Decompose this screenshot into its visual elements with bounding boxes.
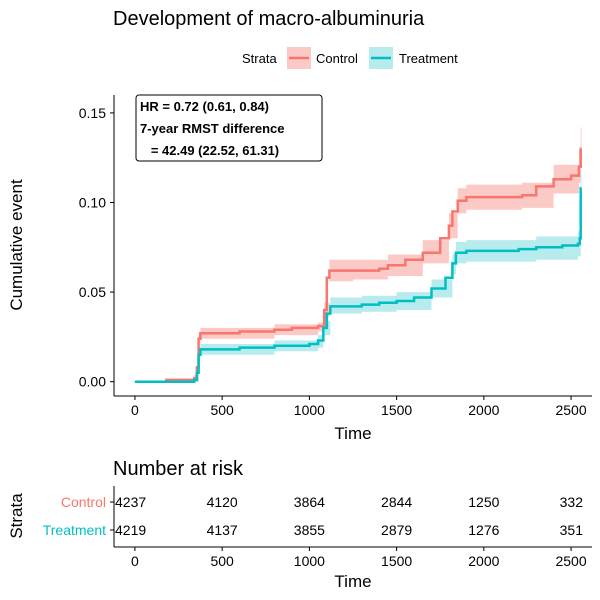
annotation-line-1: HR = 0.72 (0.61, 0.84) [140,99,269,114]
curve-control [134,147,582,383]
risk-cell-control: 2844 [381,494,412,510]
risk-table-x-axis-label: Time [334,572,371,591]
x-tick-label: 500 [210,402,234,418]
x-tick-label: 0 [131,402,139,418]
annotation-line-3: = 42.49 (22.52, 61.31) [140,143,279,158]
x-tick-label: 1500 [381,402,412,418]
curve-treatment [134,186,582,383]
risk-cell-treatment: 4137 [207,522,238,538]
risk-x-tick-label: 2500 [555,553,586,569]
x-tick-label: 2000 [468,402,499,418]
annotation-box: HR = 0.72 (0.61, 0.84) 7-year RMST diffe… [135,94,323,162]
risk-row-label-treatment: Treatment [43,522,106,538]
risk-cell-treatment: 2879 [381,522,412,538]
risk-row-label-control: Control [61,494,106,510]
annotation-line-2: 7-year RMST difference [140,121,285,136]
ci-band-control [134,127,582,382]
risk-x-tick-label: 0 [131,553,139,569]
risk-cell-treatment: 3855 [294,522,325,538]
risk-x-tick-label: 500 [210,553,234,569]
legend-key-control [287,47,311,69]
plot-area: 0.00 0.05 0.10 0.15 0 500 1000 1500 2000 2500 [79,95,592,418]
risk-table-y-label: Strata [7,493,26,539]
annotation-frame [135,94,323,162]
risk-cell-control: 4120 [207,494,238,510]
chart-title: Development of macro-albuminuria [113,8,425,30]
risk-cell-control: 3864 [294,494,325,510]
x-tick-label: 1000 [294,402,325,418]
risk-x-tick-label: 1000 [294,553,325,569]
legend-label-control: Control [316,51,358,66]
legend: Strata Control Treatment [242,47,458,69]
legend-title: Strata [242,51,277,66]
y-axis-label: Cumulative event [7,179,26,311]
x-tick-label: 2500 [555,402,586,418]
legend-key-treatment [369,47,393,69]
risk-x-tick-label: 2000 [468,553,499,569]
risk-cell-control: 332 [560,494,584,510]
y-tick-label: 0.00 [79,374,106,390]
x-axis-label: Time [334,424,371,443]
risk-cell-control: 1250 [468,494,499,510]
risk-cell-control: 4237 [115,494,146,510]
y-tick-label: 0.15 [79,105,106,121]
risk-cell-treatment: 4219 [115,522,146,538]
risk-table: Control 4237 4120 3864 2844 1250 332 Treatment 4… [43,486,592,569]
risk-cell-treatment: 1276 [468,522,499,538]
legend-label-treatment: Treatment [399,51,458,66]
y-tick-label: 0.10 [79,195,106,211]
y-tick-label: 0.05 [79,284,106,300]
risk-cell-treatment: 351 [560,522,584,538]
risk-x-tick-label: 1500 [381,553,412,569]
risk-table-title: Number at risk [113,458,244,480]
